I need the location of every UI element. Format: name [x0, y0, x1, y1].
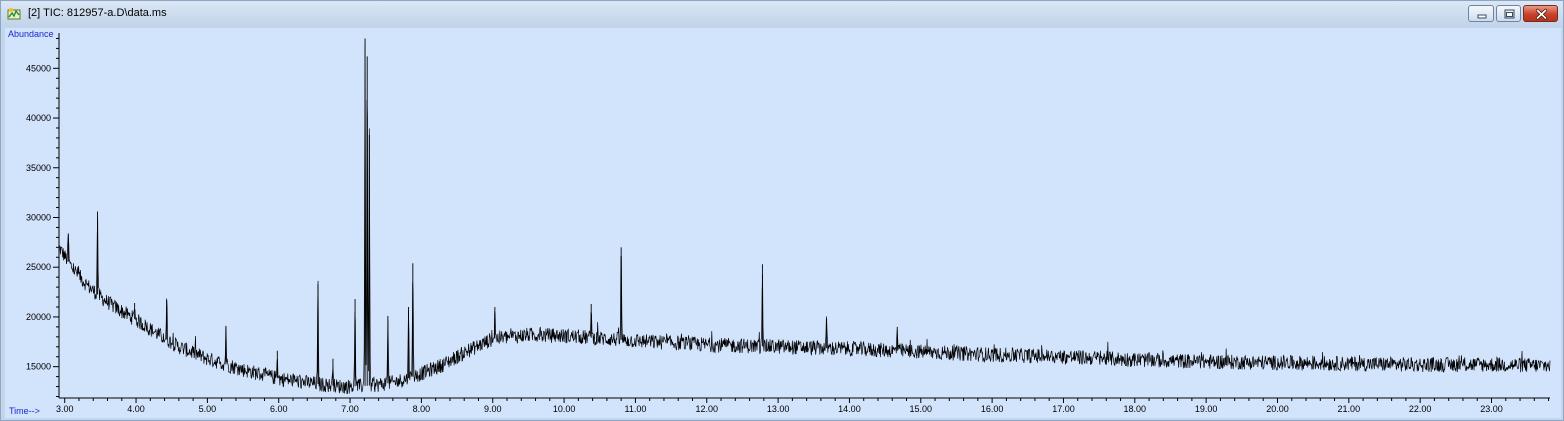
x-tick-label: 22.00 [1409, 404, 1432, 414]
tic-trace-line [58, 45, 1551, 395]
x-tick-label: 5.00 [199, 404, 217, 414]
y-tick-label: 35000 [26, 163, 51, 173]
y-tick-label: 15000 [26, 362, 51, 372]
x-tick-label: 10.00 [553, 404, 576, 414]
x-tick-label: 18.00 [1124, 404, 1147, 414]
title-bar[interactable]: [2] TIC: 812957-a.D\data.ms [1, 1, 1563, 27]
chromatogram-chart[interactable]: 15000 20000 25000 30000 35000 40000 45000 3.00 4… [5, 28, 1561, 418]
x-tick-label: 8.00 [413, 404, 431, 414]
y-tick-label: 25000 [26, 262, 51, 272]
x-tick-label: 20.00 [1266, 404, 1289, 414]
y-tick-label: 20000 [26, 312, 51, 322]
x-tick-label: 13.00 [767, 404, 790, 414]
chromatogram-app-icon [7, 8, 21, 20]
chromatogram-plot[interactable]: 15000 20000 25000 30000 35000 40000 45000 3.00 4… [5, 28, 1561, 418]
y-tick-label: 45000 [26, 63, 51, 73]
x-tick-label: 4.00 [127, 404, 145, 414]
close-icon [1535, 8, 1548, 20]
x-tick-label: 12.00 [695, 404, 718, 414]
x-tick-label: 17.00 [1052, 404, 1075, 414]
x-tick-label: 16.00 [981, 404, 1004, 414]
x-tick-label: 6.00 [270, 404, 288, 414]
minimize-button[interactable] [1468, 5, 1494, 22]
x-tick-label: 23.00 [1480, 404, 1503, 414]
minimize-icon [1477, 14, 1487, 19]
x-tick-label: 14.00 [838, 404, 861, 414]
x-tick-label: 3.00 [56, 404, 74, 414]
x-tick-label: 21.00 [1338, 404, 1361, 414]
window-title: [2] TIC: 812957-a.D\data.ms [28, 7, 167, 19]
x-tick-label: 19.00 [1195, 404, 1218, 414]
x-tick-label: 11.00 [624, 404, 646, 414]
x-tick-label: 15.00 [910, 404, 933, 414]
y-axis-label: Abundance [8, 29, 54, 39]
y-tick-label: 40000 [26, 113, 51, 123]
maximize-button[interactable] [1496, 5, 1521, 22]
y-tick-label: 30000 [26, 212, 51, 222]
x-axis-label: Time--> [9, 406, 40, 416]
x-tick-label: 9.00 [484, 404, 502, 414]
maximize-icon [1504, 9, 1515, 19]
x-tick-label: 7.00 [341, 404, 359, 414]
close-button[interactable] [1523, 5, 1558, 22]
